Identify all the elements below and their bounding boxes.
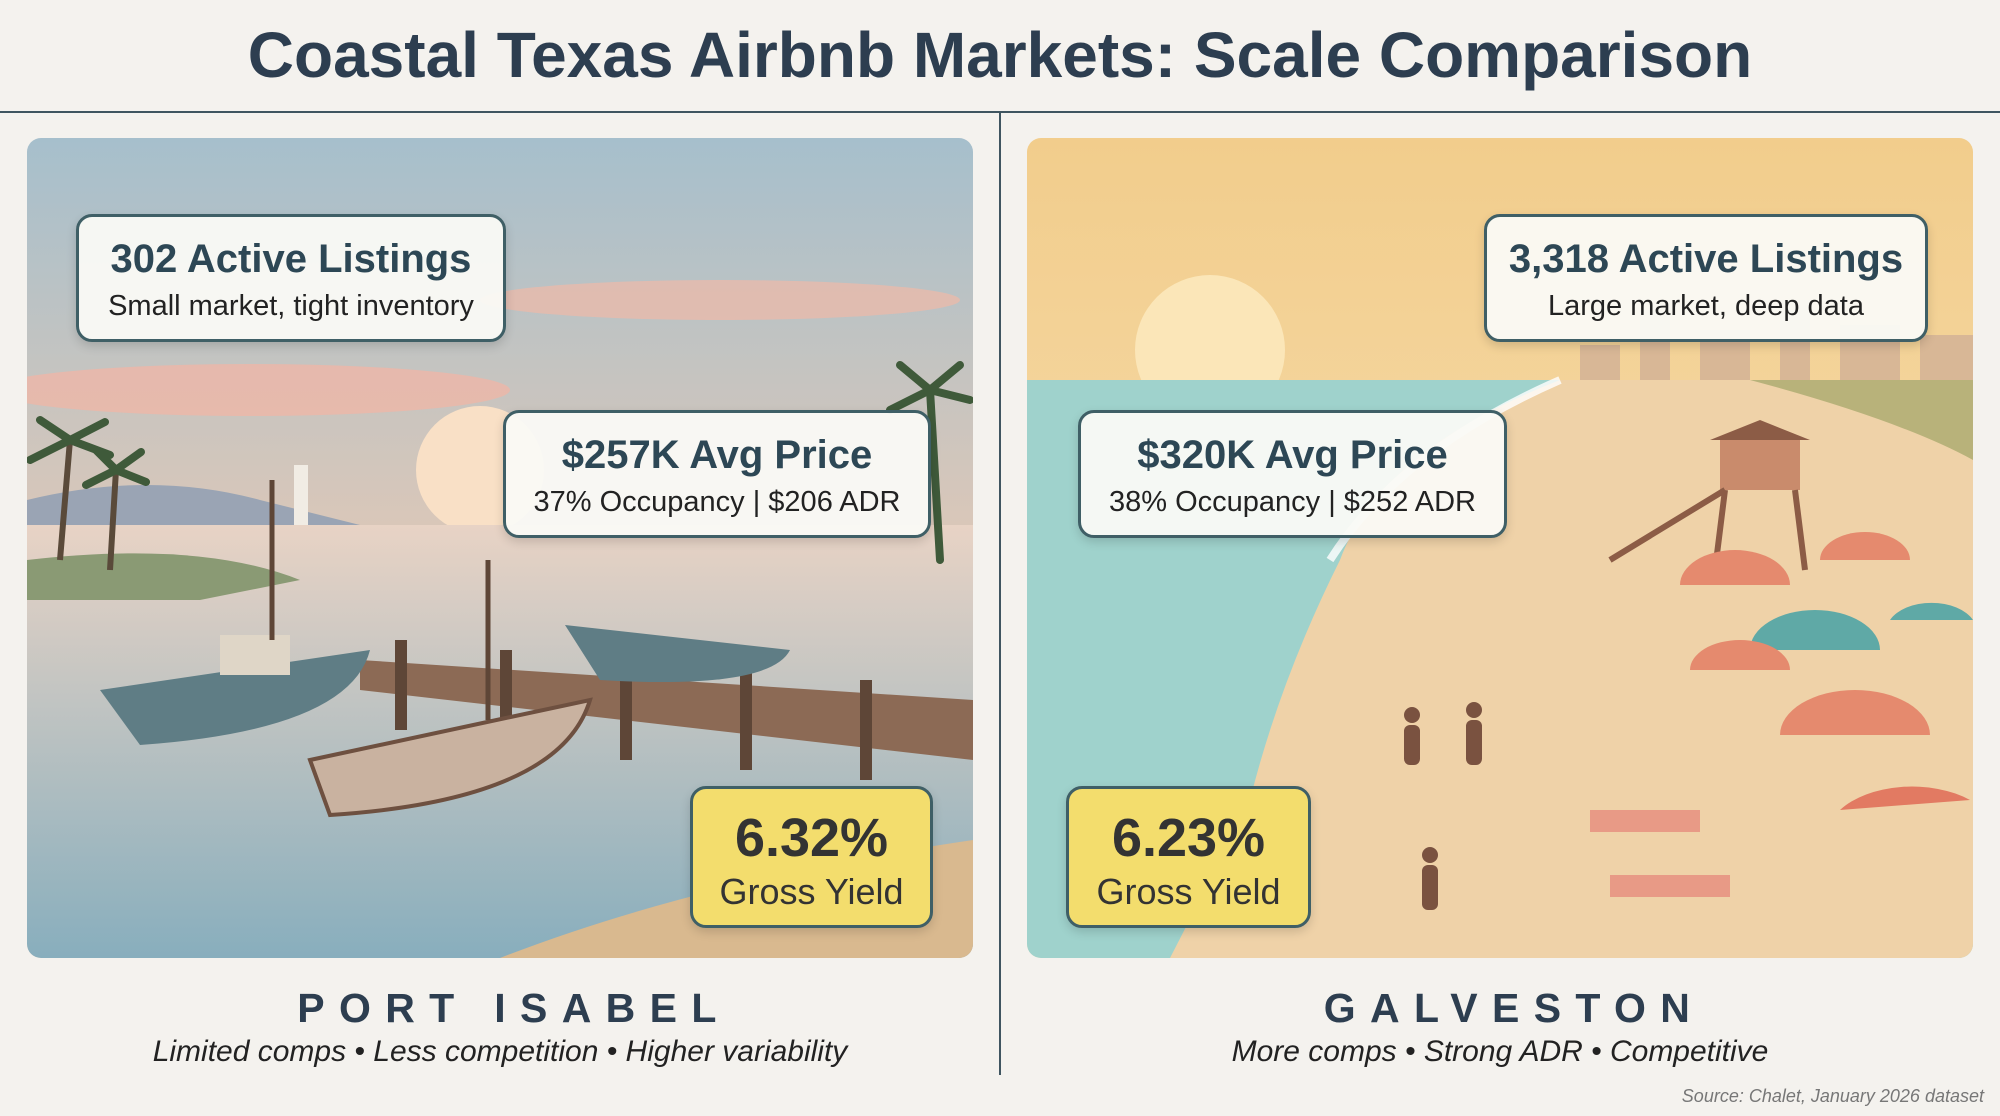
price-note: 37% Occupancy | $206 ADR xyxy=(533,486,901,518)
yield: 6.23% xyxy=(1111,808,1266,868)
listings-box: 3,318 Active Listings Large market, deep… xyxy=(1484,214,1928,342)
price-box: $257K Avg Price 37% Occupancy | $206 ADR xyxy=(503,410,931,538)
people xyxy=(1404,702,1730,910)
cloud xyxy=(27,364,510,416)
price-box: $320K Avg Price 38% Occupancy | $252 ADR xyxy=(1078,410,1507,538)
title: Coastal Texas Airbnb Markets: Scale Comp… xyxy=(247,19,1753,91)
palm xyxy=(886,361,973,564)
market-tagline: More comps • Strong ADR • Competitive xyxy=(1231,1035,1769,1068)
market-tagline: Limited comps • Less competition • Highe… xyxy=(152,1035,848,1068)
pier-posts xyxy=(395,640,872,780)
lighthouse xyxy=(294,465,308,525)
palm-fronds xyxy=(27,416,150,489)
boat xyxy=(100,650,370,745)
market-name: PORT ISABEL xyxy=(297,985,731,1031)
listings: 3,318 Active Listings xyxy=(1508,237,1904,281)
source: Source: Chalet, January 2026 dataset xyxy=(1681,1086,1984,1106)
shore xyxy=(27,553,300,600)
listings: 302 Active Listings xyxy=(110,237,472,281)
boat-cabin xyxy=(220,635,290,675)
dunes xyxy=(1750,380,1973,460)
yield: 6.32% xyxy=(734,808,889,868)
listings-note: Small market, tight inventory xyxy=(108,290,474,322)
boat xyxy=(565,625,790,682)
listings-box: 302 Active Listings Small market, tight … xyxy=(76,214,506,342)
price-note: 38% Occupancy | $252 ADR xyxy=(1108,486,1477,518)
palm-trunks xyxy=(57,439,119,571)
pier xyxy=(360,660,973,760)
listings-note: Large market, deep data xyxy=(1548,290,1864,322)
market-name: GALVESTON xyxy=(1323,985,1705,1031)
boat xyxy=(307,697,593,818)
lifeguard-tower xyxy=(1608,420,1810,571)
yield-label: Gross Yield xyxy=(719,871,904,912)
umbrellas xyxy=(1680,532,1973,810)
price: $257K Avg Price xyxy=(561,433,873,477)
yield-box: 6.23% Gross Yield xyxy=(1066,786,1311,928)
price: $320K Avg Price xyxy=(1137,433,1448,477)
yield-box: 6.32% Gross Yield xyxy=(690,786,933,928)
cloud xyxy=(480,280,960,320)
yield-label: Gross Yield xyxy=(1096,871,1281,912)
